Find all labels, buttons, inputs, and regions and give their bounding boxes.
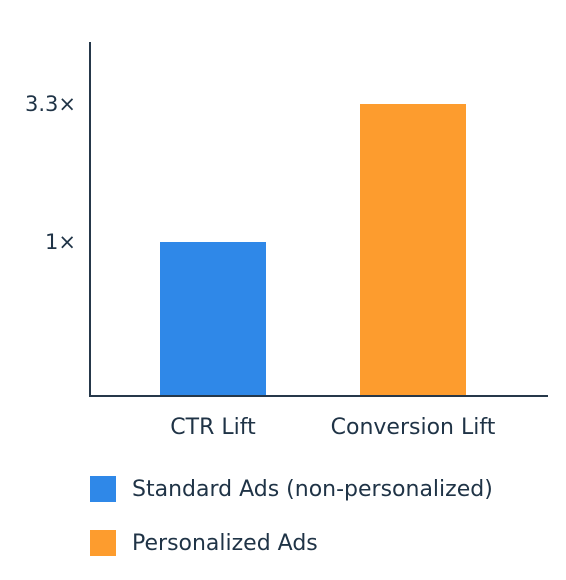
y-axis-tick-labels: 1× 3.3× [25, 92, 76, 254]
legend-label-standard: Standard Ads (non-personalized) [132, 476, 493, 502]
x-category-label-0: CTR Lift [170, 415, 256, 440]
bar-1-series-1 [360, 104, 466, 396]
legend-item-standard: Standard Ads (non-personalized) [90, 472, 493, 506]
legend-swatch-standard [90, 476, 116, 502]
x-axis-category-labels: CTR Lift Conversion Lift [170, 415, 495, 440]
bar-chart: 1× 3.3× CTR Lift Conversion Lift [25, 42, 548, 440]
y-tick-label-0: 1× [45, 230, 76, 254]
legend-label-personalized: Personalized Ads [132, 530, 318, 556]
legend-swatch-personalized [90, 530, 116, 556]
y-tick-label-1: 3.3× [25, 92, 76, 116]
bar-0-series-0 [160, 242, 266, 396]
bars [160, 104, 466, 396]
legend-item-personalized: Personalized Ads [90, 526, 493, 560]
legend: Standard Ads (non-personalized) Personal… [90, 472, 493, 580]
x-category-label-1: Conversion Lift [331, 415, 496, 440]
